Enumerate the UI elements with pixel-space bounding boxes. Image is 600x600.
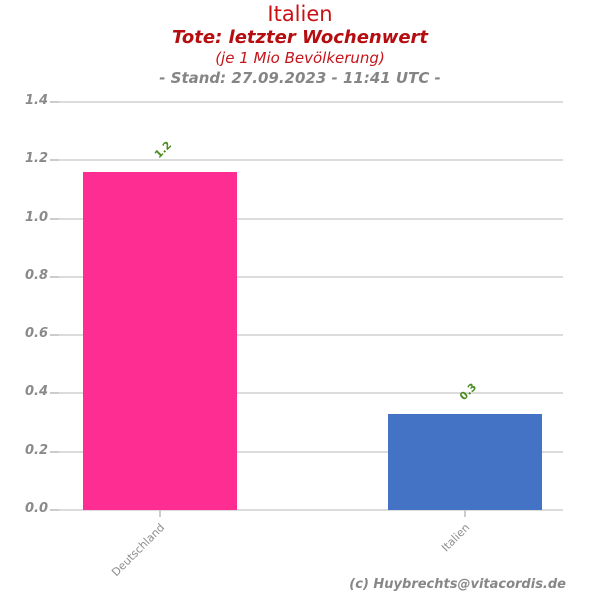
y-axis-label: 1.2: [24, 151, 48, 167]
y-axis-tick: [50, 275, 59, 278]
y-axis-label: 0.6: [24, 326, 48, 342]
y-axis-tick: [50, 509, 59, 511]
credit-note: (c) Huybrechts@vitacordis.de: [349, 577, 566, 592]
chart-subtitle: Tote: letzter Wochenwert: [171, 27, 429, 48]
chart-unit-note: (je 1 Mio Bevölkerung): [215, 49, 385, 67]
bar-deutschland: [83, 171, 237, 510]
y-axis-label: 0.4: [24, 384, 48, 400]
x-axis-tick: [159, 510, 161, 517]
gridline: [59, 392, 563, 395]
chart-timestamp: - Stand: 27.09.2023 - 11:41 UTC -: [159, 69, 441, 87]
chart-title: Italien: [267, 2, 333, 26]
gridline: [59, 217, 563, 220]
x-axis-label: Deutschland: [109, 521, 168, 580]
gridline: [59, 509, 563, 511]
gridline: [59, 101, 563, 103]
bar-value-label: 1.2: [152, 139, 175, 161]
y-axis-tick: [50, 101, 59, 103]
y-axis-label: 0.2: [24, 442, 48, 458]
gridline: [59, 450, 563, 453]
gridline: [59, 159, 563, 162]
y-axis-tick: [50, 217, 59, 220]
gridline: [59, 275, 563, 278]
y-axis-tick: [50, 159, 59, 162]
y-axis-label: 1.0: [24, 209, 48, 225]
gridline: [59, 334, 563, 337]
y-axis-label: 0.8: [24, 267, 48, 283]
y-axis-tick: [50, 334, 59, 337]
y-axis-tick: [50, 392, 59, 395]
bar-italien: [388, 413, 542, 510]
y-axis-label: 1.4: [24, 93, 48, 108]
y-axis-label: 0.0: [24, 501, 48, 516]
chart-header: Italien Tote: letzter Wochenwert (je 1 M…: [0, 0, 600, 88]
bar-value-label: 0.3: [457, 381, 480, 403]
x-axis-tick: [464, 510, 466, 517]
x-axis-label: Italien: [438, 521, 473, 555]
y-axis-tick: [50, 450, 59, 453]
